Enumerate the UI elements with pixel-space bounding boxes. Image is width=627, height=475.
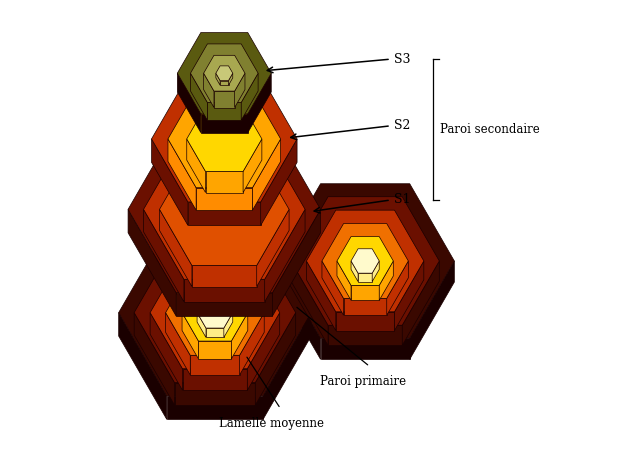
Polygon shape [351, 285, 379, 300]
Polygon shape [182, 369, 247, 390]
Polygon shape [351, 261, 358, 282]
Text: S1: S1 [394, 193, 411, 207]
Polygon shape [322, 224, 408, 298]
Polygon shape [216, 73, 220, 85]
Polygon shape [167, 396, 263, 419]
Polygon shape [351, 249, 379, 273]
Text: Lamelle moyenne: Lamelle moyenne [219, 417, 324, 430]
Polygon shape [196, 188, 253, 210]
Polygon shape [263, 313, 311, 419]
Polygon shape [134, 243, 296, 382]
Polygon shape [247, 313, 280, 390]
Polygon shape [159, 209, 192, 286]
Polygon shape [168, 90, 281, 188]
Polygon shape [255, 313, 296, 405]
Polygon shape [197, 297, 233, 328]
Polygon shape [320, 338, 409, 360]
Polygon shape [276, 261, 320, 360]
Polygon shape [150, 256, 280, 369]
Polygon shape [182, 284, 248, 341]
Polygon shape [291, 261, 328, 345]
Polygon shape [248, 73, 271, 133]
Polygon shape [168, 139, 196, 210]
Polygon shape [358, 273, 372, 282]
Polygon shape [272, 209, 320, 316]
Polygon shape [152, 76, 297, 202]
Polygon shape [243, 139, 262, 192]
Polygon shape [337, 261, 351, 300]
Polygon shape [220, 80, 228, 85]
Polygon shape [206, 328, 224, 337]
Polygon shape [174, 382, 255, 405]
Polygon shape [177, 73, 201, 133]
Polygon shape [387, 261, 408, 315]
Polygon shape [166, 313, 190, 375]
Polygon shape [190, 355, 240, 375]
Polygon shape [307, 210, 424, 312]
Polygon shape [344, 298, 387, 315]
Polygon shape [214, 91, 234, 107]
Polygon shape [265, 209, 305, 302]
Polygon shape [204, 73, 214, 107]
Polygon shape [208, 103, 241, 120]
Text: S2: S2 [394, 119, 411, 132]
Text: Paroi primaire: Paroi primaire [320, 375, 406, 388]
Polygon shape [403, 261, 440, 345]
Polygon shape [134, 313, 174, 405]
Polygon shape [201, 114, 248, 133]
Polygon shape [177, 33, 271, 114]
Polygon shape [187, 106, 262, 171]
Polygon shape [394, 261, 424, 331]
Polygon shape [216, 66, 233, 80]
Polygon shape [336, 312, 394, 331]
Polygon shape [337, 237, 393, 285]
Polygon shape [322, 261, 344, 315]
Polygon shape [231, 313, 248, 359]
Polygon shape [206, 171, 243, 192]
Polygon shape [372, 261, 379, 282]
Polygon shape [261, 139, 297, 226]
Polygon shape [256, 209, 289, 286]
Polygon shape [144, 209, 184, 302]
Polygon shape [328, 325, 403, 345]
Polygon shape [197, 313, 206, 337]
Polygon shape [119, 313, 167, 419]
Polygon shape [234, 73, 245, 107]
Polygon shape [240, 313, 264, 375]
Polygon shape [241, 73, 258, 120]
Polygon shape [150, 313, 182, 390]
Polygon shape [119, 229, 311, 396]
Text: S3: S3 [394, 53, 411, 66]
Polygon shape [409, 261, 455, 360]
Polygon shape [188, 202, 261, 226]
Polygon shape [199, 341, 231, 359]
Polygon shape [291, 197, 440, 325]
Polygon shape [144, 139, 305, 279]
Polygon shape [187, 139, 206, 192]
Polygon shape [182, 313, 199, 359]
Polygon shape [192, 266, 256, 286]
Polygon shape [184, 279, 265, 302]
Polygon shape [204, 55, 245, 91]
Polygon shape [128, 209, 176, 316]
Polygon shape [159, 153, 289, 266]
Polygon shape [224, 313, 233, 337]
Polygon shape [379, 261, 393, 300]
Polygon shape [307, 261, 336, 331]
Polygon shape [228, 73, 233, 85]
Polygon shape [128, 126, 320, 293]
Polygon shape [253, 139, 281, 210]
Polygon shape [191, 44, 258, 103]
Text: Paroi secondaire: Paroi secondaire [440, 123, 540, 136]
Polygon shape [276, 184, 455, 338]
Polygon shape [152, 139, 188, 226]
Polygon shape [191, 73, 208, 120]
Polygon shape [166, 270, 264, 355]
Polygon shape [176, 293, 272, 316]
